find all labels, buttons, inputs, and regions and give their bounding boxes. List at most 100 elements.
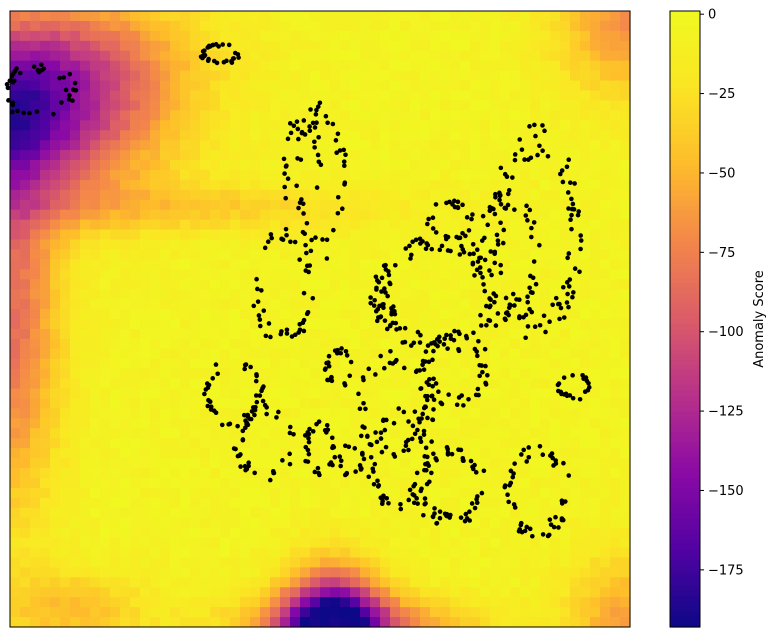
- heatmap-cell: [450, 140, 461, 151]
- heatmap-cell: [200, 358, 211, 370]
- heatmap-cell: [480, 487, 491, 499]
- heatmap-cell: [470, 259, 481, 270]
- heatmap-cell: [100, 309, 111, 320]
- heatmap-cell: [190, 100, 201, 111]
- heatmap-cell: [570, 557, 581, 568]
- heatmap-cell: [150, 418, 161, 429]
- heatmap-cell: [440, 209, 451, 221]
- heatmap-cell: [510, 607, 521, 618]
- heatmap-cell: [600, 497, 611, 509]
- heatmap-cell: [520, 11, 531, 22]
- heatmap-cell: [260, 587, 271, 598]
- scatter-point: [523, 335, 528, 341]
- scatter-point: [566, 206, 571, 211]
- heatmap-cell: [410, 299, 421, 310]
- scatter-point: [495, 242, 501, 247]
- heatmap-cell: [120, 299, 131, 310]
- heatmap-cell: [350, 527, 361, 539]
- heatmap-cell: [100, 11, 111, 22]
- scatter-point: [438, 400, 444, 406]
- colorbar-step: [670, 46, 700, 53]
- heatmap-cell: [410, 40, 421, 52]
- heatmap-cell: [540, 517, 551, 529]
- heatmap-cell: [130, 309, 141, 320]
- heatmap-cell: [530, 229, 541, 241]
- heatmap-cell: [250, 607, 261, 618]
- heatmap-cell: [520, 378, 531, 390]
- heatmap-cell: [100, 40, 111, 52]
- heatmap-cell: [330, 517, 341, 529]
- scatter-point: [431, 376, 436, 382]
- heatmap-cell: [150, 110, 161, 121]
- heatmap-cell: [440, 408, 451, 419]
- heatmap-cell: [620, 398, 631, 410]
- colorbar-step: [670, 129, 700, 135]
- heatmap-cell: [500, 259, 511, 270]
- heatmap-cell: [410, 487, 421, 499]
- heatmap-cell: [530, 458, 541, 469]
- heatmap-cell: [160, 299, 171, 310]
- heatmap-cell: [590, 279, 601, 290]
- heatmap-cell: [360, 11, 371, 22]
- heatmap-cell: [410, 140, 421, 151]
- heatmap-cell: [600, 547, 611, 559]
- heatmap-cell: [500, 40, 511, 52]
- scatter-point: [378, 430, 384, 435]
- heatmap-cell: [570, 358, 581, 370]
- heatmap-cell: [80, 319, 91, 330]
- scatter-point: [262, 245, 268, 251]
- heatmap-cell: [370, 547, 381, 559]
- heatmap-cell: [460, 150, 471, 161]
- heatmap-cell: [480, 547, 491, 559]
- heatmap-cell: [160, 418, 171, 429]
- heatmap-cell: [510, 209, 521, 221]
- heatmap-cell: [260, 547, 271, 559]
- heatmap-cell: [240, 169, 251, 181]
- heatmap-cell: [250, 597, 261, 608]
- heatmap-cell: [120, 249, 131, 260]
- heatmap-cell: [410, 239, 421, 251]
- heatmap-cell: [200, 239, 211, 251]
- heatmap-cell: [210, 269, 221, 280]
- heatmap-cell: [10, 40, 21, 52]
- scatter-point: [426, 216, 431, 222]
- colorbar-step: [670, 431, 700, 438]
- scatter-point: [268, 232, 274, 237]
- heatmap-cell: [410, 517, 421, 529]
- heatmap-cell: [280, 398, 291, 410]
- heatmap-cell: [620, 587, 631, 598]
- scatter-point: [493, 293, 499, 299]
- heatmap-cell: [70, 517, 81, 529]
- heatmap-cell: [470, 319, 481, 330]
- heatmap-cell: [70, 617, 81, 628]
- heatmap-cell: [600, 140, 611, 151]
- heatmap-cell: [350, 120, 361, 131]
- heatmap-cell: [10, 487, 21, 499]
- heatmap-cell: [270, 597, 281, 608]
- heatmap-cell: [600, 517, 611, 529]
- heatmap-cell: [240, 567, 251, 578]
- scatter-point: [497, 190, 502, 196]
- heatmap-cell: [560, 150, 571, 161]
- heatmap-cell: [20, 50, 31, 62]
- heatmap-cell: [250, 60, 261, 72]
- heatmap-cell: [150, 398, 161, 410]
- colorbar-step: [670, 596, 700, 602]
- heatmap-cell: [590, 428, 601, 439]
- heatmap-cell: [260, 477, 271, 489]
- heatmap-cell: [570, 40, 581, 52]
- heatmap-cell: [600, 120, 611, 131]
- heatmap-cell: [440, 299, 451, 310]
- heatmap-cell: [250, 289, 261, 300]
- heatmap-cell: [550, 70, 561, 82]
- heatmap-cell: [430, 458, 441, 469]
- heatmap-cell: [250, 169, 261, 181]
- heatmap-cell: [360, 150, 371, 161]
- heatmap-cell: [580, 398, 591, 410]
- heatmap-cell: [320, 348, 331, 360]
- heatmap-cell: [500, 587, 511, 598]
- heatmap-cell: [380, 617, 391, 628]
- heatmap-cell: [140, 468, 151, 479]
- scatter-point: [314, 120, 319, 125]
- heatmap-cell: [20, 209, 31, 221]
